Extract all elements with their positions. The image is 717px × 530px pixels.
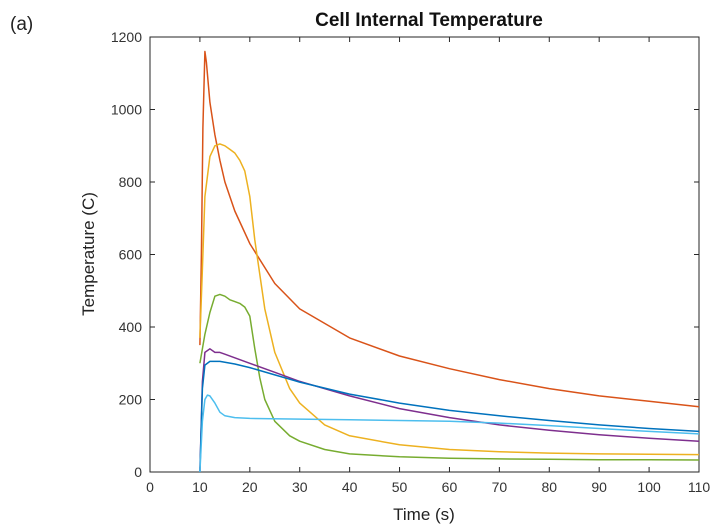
y-tick-label: 1000 <box>111 102 142 118</box>
series-line-4 <box>199 348 700 473</box>
y-tick-label: 400 <box>119 319 143 335</box>
panel-label: (a) <box>10 14 34 35</box>
x-tick-label: 70 <box>492 479 508 495</box>
y-tick-label: 800 <box>119 174 143 190</box>
x-tick-label: 10 <box>192 479 208 495</box>
axis-ticks: 0 10 20 30 40 50 60 70 80 90 100 110 0 200 400 600 800 10… <box>111 29 711 495</box>
x-tick-label: 60 <box>442 479 458 495</box>
series-line-5 <box>199 360 700 473</box>
x-tick-label: 90 <box>591 479 607 495</box>
series-layer <box>199 50 700 473</box>
y-tick-label: 200 <box>119 392 143 408</box>
x-tick-label: 80 <box>541 479 557 495</box>
x-tick-label: 100 <box>637 479 661 495</box>
x-tick-label: 0 <box>146 479 154 495</box>
chart-title: Cell Internal Temperature <box>315 10 543 31</box>
series-line-2 <box>199 143 700 456</box>
series-line-6 <box>199 394 700 473</box>
x-axis-label: Time (s) <box>393 505 455 524</box>
x-tick-label: 30 <box>292 479 308 495</box>
x-tick-label: 40 <box>342 479 358 495</box>
series-line-1 <box>199 50 700 408</box>
y-tick-label: 1200 <box>111 29 142 45</box>
series-line-3 <box>199 293 700 461</box>
y-tick-label: 0 <box>134 464 142 480</box>
x-tick-label: 110 <box>688 479 711 495</box>
x-tick-label: 20 <box>242 479 258 495</box>
y-tick-label: 600 <box>119 247 143 263</box>
x-tick-label: 50 <box>392 479 408 495</box>
y-axis-label: Temperature (C) <box>79 192 98 316</box>
